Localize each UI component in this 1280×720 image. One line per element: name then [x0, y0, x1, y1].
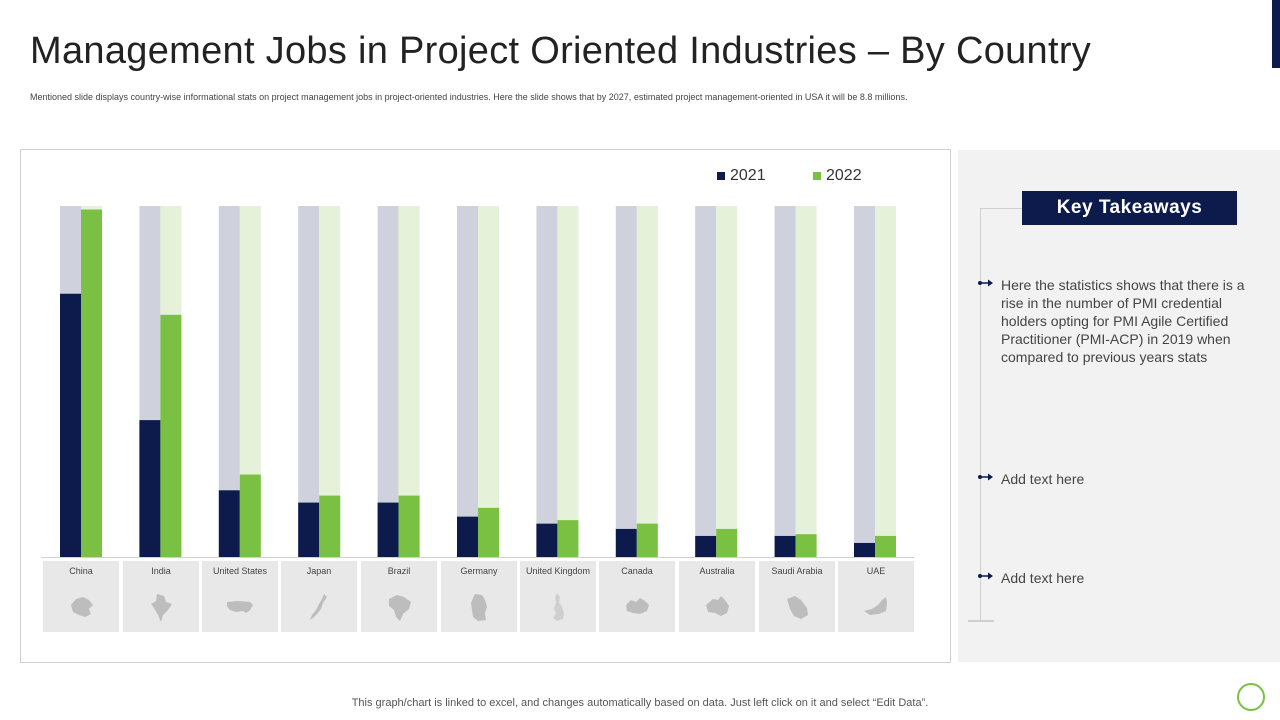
country-card-india: India: [123, 561, 199, 632]
page-title: Management Jobs in Project Oriented Indu…: [30, 30, 1092, 72]
uae-map-icon: [864, 597, 887, 615]
circle-icon: [1237, 683, 1265, 711]
bar-background-2022-japan: [319, 206, 341, 557]
brazil-map-icon: [389, 595, 411, 621]
country-card-united-kingdom: United Kingdom: [520, 561, 596, 632]
bar-2022-china: [81, 209, 102, 557]
bar-background-2021-united-kingdom: [536, 206, 558, 557]
footer-note: This graph/chart is linked to excel, and…: [351, 697, 929, 709]
legend-label-2022: 2022: [826, 167, 862, 184]
bar-background-2022-united-states: [239, 206, 261, 557]
country-label: India: [151, 566, 171, 576]
bar-2021-united-states: [218, 490, 240, 557]
bar-2022-united-kingdom: [557, 520, 579, 557]
country-label: Germany: [460, 566, 498, 576]
bar-background-2022-germany: [478, 206, 499, 557]
accent-bar: [1272, 0, 1280, 68]
china-map-icon: [71, 597, 93, 617]
key-takeaways-header: Key Takeaways: [1022, 191, 1237, 225]
bar-2022-australia: [716, 528, 738, 557]
country-card-uae: UAE: [838, 561, 914, 632]
bar-2021-germany: [457, 516, 478, 557]
page-subtitle: Mentioned slide displays country-wise in…: [30, 92, 908, 102]
country-card-brazil: Brazil: [361, 561, 437, 632]
australia-map-icon: [706, 596, 729, 616]
legend-item-2021: 2021: [717, 167, 766, 185]
bar-background-2021-canada: [615, 206, 637, 557]
arrow-right-icon: [978, 279, 993, 287]
bar-background-2022-united-kingdom: [557, 206, 579, 557]
country-label: Canada: [621, 566, 653, 576]
canada-map-icon: [626, 598, 649, 614]
bar-background-2022-canada: [636, 206, 658, 557]
saudi-arabia-map-icon: [787, 596, 808, 619]
country-label: United Kingdom: [525, 566, 591, 576]
country-card-germany: Germany: [441, 561, 517, 632]
legend-item-2022: 2022: [813, 167, 862, 185]
legend-swatch-2022: [813, 172, 821, 180]
country-card-japan: Japan: [281, 561, 357, 632]
bar-2022-saudi-arabia: [795, 534, 817, 557]
country-card-united-states: United States: [202, 561, 278, 632]
country-label: China: [69, 566, 93, 576]
country-card-china: China: [43, 561, 119, 632]
bar-2021-china: [60, 293, 81, 557]
bar-2022-canada: [636, 523, 658, 557]
country-label: Brazil: [387, 566, 411, 576]
country-label: UAE: [866, 566, 886, 576]
bar-background-2021-saudi-arabia: [774, 206, 796, 557]
bar-2022-uae: [875, 535, 896, 557]
bar-2022-japan: [319, 495, 341, 557]
bar-2022-brazil: [398, 495, 420, 557]
takeaway-text[interactable]: Add text here: [1001, 570, 1085, 586]
bar-background-2022-brazil: [398, 206, 420, 557]
timeline-line: [980, 208, 981, 620]
bar-2021-australia: [695, 535, 717, 557]
bar-chart-plot: [41, 206, 914, 558]
takeaway-text[interactable]: Add text here: [1001, 471, 1085, 487]
country-card-canada: Canada: [599, 561, 675, 632]
bar-2022-united-states: [239, 474, 261, 557]
germany-map-icon: [471, 594, 487, 621]
country-label: Australia: [699, 566, 735, 576]
country-label: Saudi Arabia: [771, 566, 823, 576]
arrow-right-icon: [978, 572, 993, 580]
chart-container[interactable]: 2021 2022 China India United States Japa…: [20, 149, 951, 663]
bar-2021-saudi-arabia: [774, 535, 796, 557]
bar-background-2021-united-states: [218, 206, 240, 557]
united-kingdom-map-icon: [553, 593, 564, 621]
bar-background-2022-saudi-arabia: [795, 206, 817, 557]
bar-2022-india: [160, 314, 182, 557]
bar-2021-india: [139, 420, 161, 557]
legend-label-2021: 2021: [730, 167, 766, 184]
bar-background-2022-australia: [716, 206, 738, 557]
key-takeaways-panel: Key Takeaways Here the statistics shows …: [958, 150, 1280, 662]
bar-2021-brazil: [377, 502, 399, 557]
japan-map-icon: [310, 594, 327, 620]
bar-background-2021-germany: [457, 206, 478, 557]
takeaway-text[interactable]: Here the statistics shows that there is …: [1001, 277, 1245, 365]
united-states-map-icon: [227, 601, 253, 613]
legend-swatch-2021: [717, 172, 725, 180]
bar-background-2021-uae: [854, 206, 875, 557]
bar-2021-united-kingdom: [536, 523, 558, 557]
india-map-icon: [151, 594, 172, 622]
bar-2021-japan: [298, 502, 320, 557]
bar-2021-canada: [615, 528, 637, 557]
bar-2022-germany: [478, 507, 499, 557]
arrow-right-icon: [978, 473, 993, 481]
country-label: United States: [212, 566, 268, 576]
connector-line: [980, 208, 1022, 209]
bar-background-2021-japan: [298, 206, 320, 557]
country-card-australia: Australia: [679, 561, 755, 632]
bar-background-2021-australia: [695, 206, 717, 557]
bar-background-2021-brazil: [377, 206, 399, 557]
country-card-saudi-arabia: Saudi Arabia: [759, 561, 835, 632]
bar-2021-uae: [854, 542, 875, 557]
country-label: Japan: [306, 566, 332, 576]
timeline-base: [968, 620, 994, 622]
bar-background-2022-uae: [875, 206, 896, 557]
